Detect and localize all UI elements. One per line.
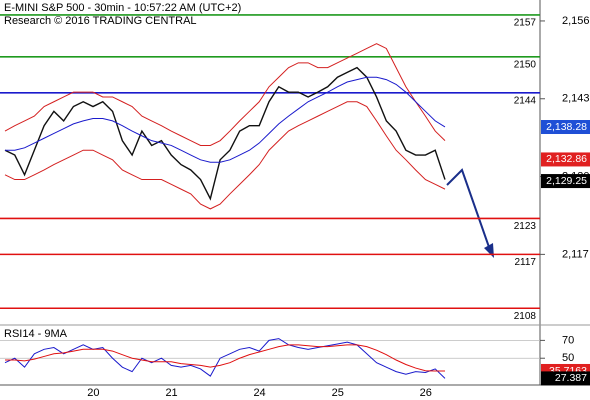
y-tick-label: 2,143 — [562, 93, 590, 105]
price-marker — [541, 120, 590, 135]
level-label: 2123 — [514, 221, 537, 232]
series-line — [4, 101, 446, 210]
projection-arrow — [446, 168, 491, 251]
series-line — [5, 76, 446, 163]
level-label: 2117 — [514, 257, 536, 268]
x-tick-label: 21 — [165, 387, 177, 399]
y-tick-label: 70 — [562, 334, 574, 346]
y-tick-label: 2,156 — [562, 15, 590, 27]
series-line — [4, 66, 446, 201]
price-marker-label: 2,138.28 — [546, 121, 587, 133]
y-tick-label: 50 — [562, 352, 574, 364]
price-marker-label: 2,132.86 — [546, 153, 587, 165]
x-tick-label: 26 — [420, 387, 432, 399]
x-tick-label: 20 — [87, 387, 99, 399]
chart-subtitle: Research © 2016 TRADING CENTRAL — [4, 15, 197, 27]
price-marker-label: 27.387 — [555, 372, 587, 384]
rsi-title: RSI14 - 9MA — [4, 328, 68, 340]
price-marker — [541, 152, 590, 167]
level-label: 2108 — [514, 311, 537, 322]
x-tick-label: 25 — [332, 387, 344, 399]
price-marker — [541, 371, 590, 386]
x-tick-label: 24 — [253, 387, 265, 399]
price-marker-label: 2,129.25 — [546, 175, 587, 187]
series-line — [5, 344, 445, 372]
series-line — [4, 43, 446, 146]
y-tick-label: 2,117 — [562, 248, 589, 260]
price-marker — [541, 174, 590, 189]
chart-title: E-MINI S&P 500 - 30min - 10:57:22 AM (UT… — [4, 2, 241, 14]
level-label: 2150 — [514, 60, 537, 71]
level-label: 2157 — [514, 18, 537, 29]
level-label: 2144 — [514, 95, 537, 106]
series-line — [4, 338, 446, 379]
